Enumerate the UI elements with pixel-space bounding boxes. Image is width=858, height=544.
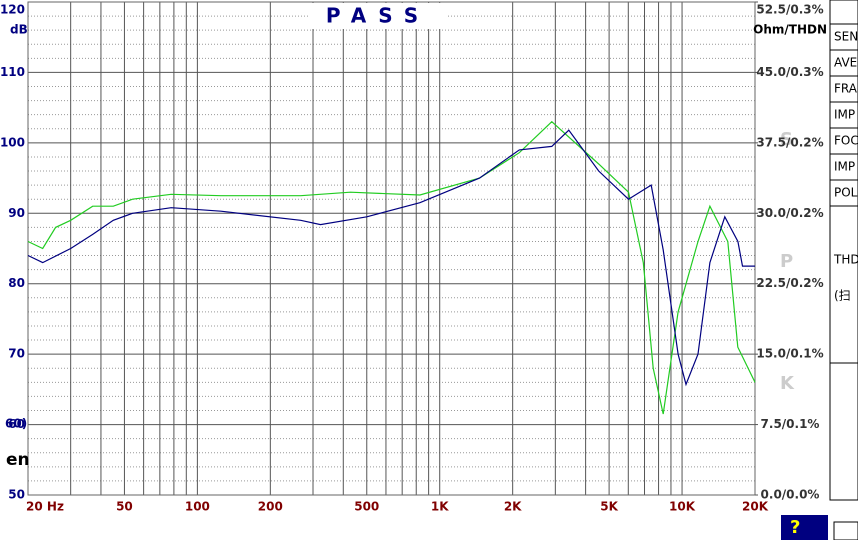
y2-tick-label: 30.0/0.2% [756, 206, 823, 220]
title-box [308, 3, 448, 29]
ghost-tick: 60) [5, 417, 27, 431]
help-box[interactable] [781, 515, 828, 540]
y-tick-label: 70 [8, 347, 25, 361]
y2-tick-label: 15.0/0.1% [756, 347, 823, 361]
x-tick-label: 5K [600, 500, 618, 514]
plot-frame [27, 1, 756, 496]
y-tick-label: 80 [8, 276, 25, 290]
x-tick-label: 1K [431, 500, 449, 514]
panel-label: (扫 [834, 289, 851, 303]
y2-tick-label: 7.5/0.1% [761, 417, 820, 431]
x-tick-label: 20K [742, 500, 769, 514]
panel-label: SEN [834, 30, 858, 44]
x-tick-label: 100 [185, 500, 210, 514]
y-tick-label: 60 [8, 417, 25, 431]
y2-tick-label: 0.0/0.0% [761, 488, 820, 502]
chart-title: PASS [326, 4, 430, 28]
panel-label: IMP [834, 108, 855, 122]
ghost-letter: S [780, 129, 793, 150]
panel-cell [829, 153, 858, 181]
y2-tick-label: 22.5/0.2% [756, 276, 823, 290]
series-line [27, 120, 756, 415]
x-tick-label: 500 [354, 500, 379, 514]
series-line [27, 129, 755, 387]
panel-cell [829, 101, 858, 129]
y-tick-label: 100 [0, 135, 25, 149]
panel-cell [829, 23, 858, 51]
x-tick-label: 50 [116, 500, 133, 514]
panel-label: THD [833, 253, 858, 267]
y2-tick-label: 45.0/0.3% [756, 65, 823, 79]
y2-tick-label: 37.5/0.2% [756, 135, 823, 149]
panel-cell [829, 179, 858, 207]
y-tick-label: 90 [8, 206, 25, 220]
panel-cell [829, 75, 858, 103]
panel-cell [829, 49, 858, 77]
overlay-text: en [6, 450, 30, 470]
y-tick-label: 120 [0, 3, 25, 17]
x-tick-label: 20 Hz [26, 500, 64, 514]
panel-label: FOC [834, 134, 858, 148]
panel-label: POL [834, 186, 858, 200]
x-tick-label: 10K [669, 500, 696, 514]
panel-label: IMP [834, 160, 855, 174]
y-tick-label: 50 [8, 488, 25, 502]
panel-label: FRA [834, 82, 858, 96]
panel-label: AVE [834, 56, 857, 70]
help-button[interactable]: ? [790, 517, 800, 538]
y2-tick-label: 52.5/0.3% [756, 3, 823, 17]
y-axis-title: dB [10, 23, 28, 37]
ghost-letter: K [780, 373, 795, 394]
y2-axis-title: Ohm/THDN [753, 23, 827, 37]
ghost-letter: P [780, 251, 793, 272]
x-tick-label: 2K [504, 500, 522, 514]
x-tick-label: 200 [258, 500, 283, 514]
y-tick-label: 110 [0, 65, 25, 79]
corner-box [833, 521, 858, 541]
